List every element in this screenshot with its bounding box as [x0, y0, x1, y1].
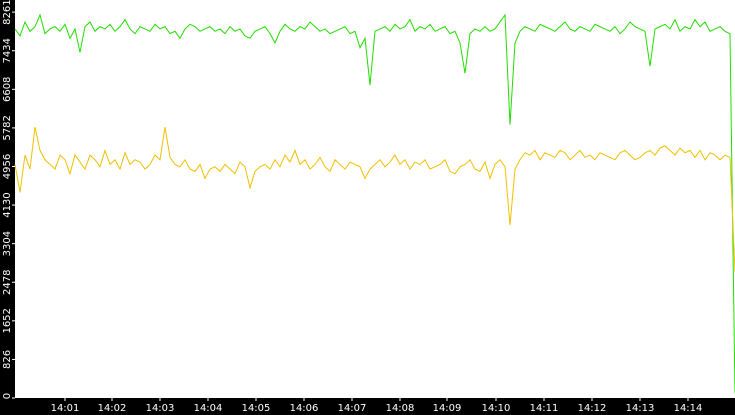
x-tick-label: 14:04 — [194, 403, 223, 414]
x-tick-label: 14:11 — [530, 403, 559, 414]
x-tick-label: 14:08 — [386, 403, 415, 414]
y-tick-label: 2478 — [2, 270, 13, 295]
y-tick-label: 1652 — [2, 308, 13, 333]
x-tick-label: 14:13 — [626, 403, 655, 414]
x-tick-label: 14:05 — [242, 403, 271, 414]
x-tick-label: 14:12 — [578, 403, 607, 414]
series-line — [14, 126, 735, 272]
y-tick-label: 6608 — [2, 77, 13, 102]
y-tick-label: 8261 — [2, 0, 13, 25]
x-axis-band — [0, 398, 735, 415]
y-tick-label: 0 — [2, 393, 13, 399]
y-tick-label: 7434 — [2, 38, 13, 63]
series-line — [14, 13, 735, 394]
x-tick-label: 14:10 — [482, 403, 511, 414]
x-tick-label: 14:07 — [338, 403, 367, 414]
x-tick-label: 14:01 — [51, 403, 80, 414]
y-tick-label: 4130 — [2, 192, 13, 217]
x-tick-label: 14:09 — [433, 403, 462, 414]
y-axis-band — [0, 0, 15, 415]
y-tick-label: 826 — [2, 350, 13, 369]
x-tick-label: 14:14 — [674, 403, 703, 414]
x-tick-label: 14:06 — [290, 403, 319, 414]
y-tick-label: 4956 — [2, 154, 13, 179]
y-tick-label: 5782 — [2, 115, 13, 140]
x-tick-label: 14:02 — [98, 403, 127, 414]
y-tick-label: 3304 — [2, 231, 13, 256]
x-tick-label: 14:03 — [146, 403, 175, 414]
